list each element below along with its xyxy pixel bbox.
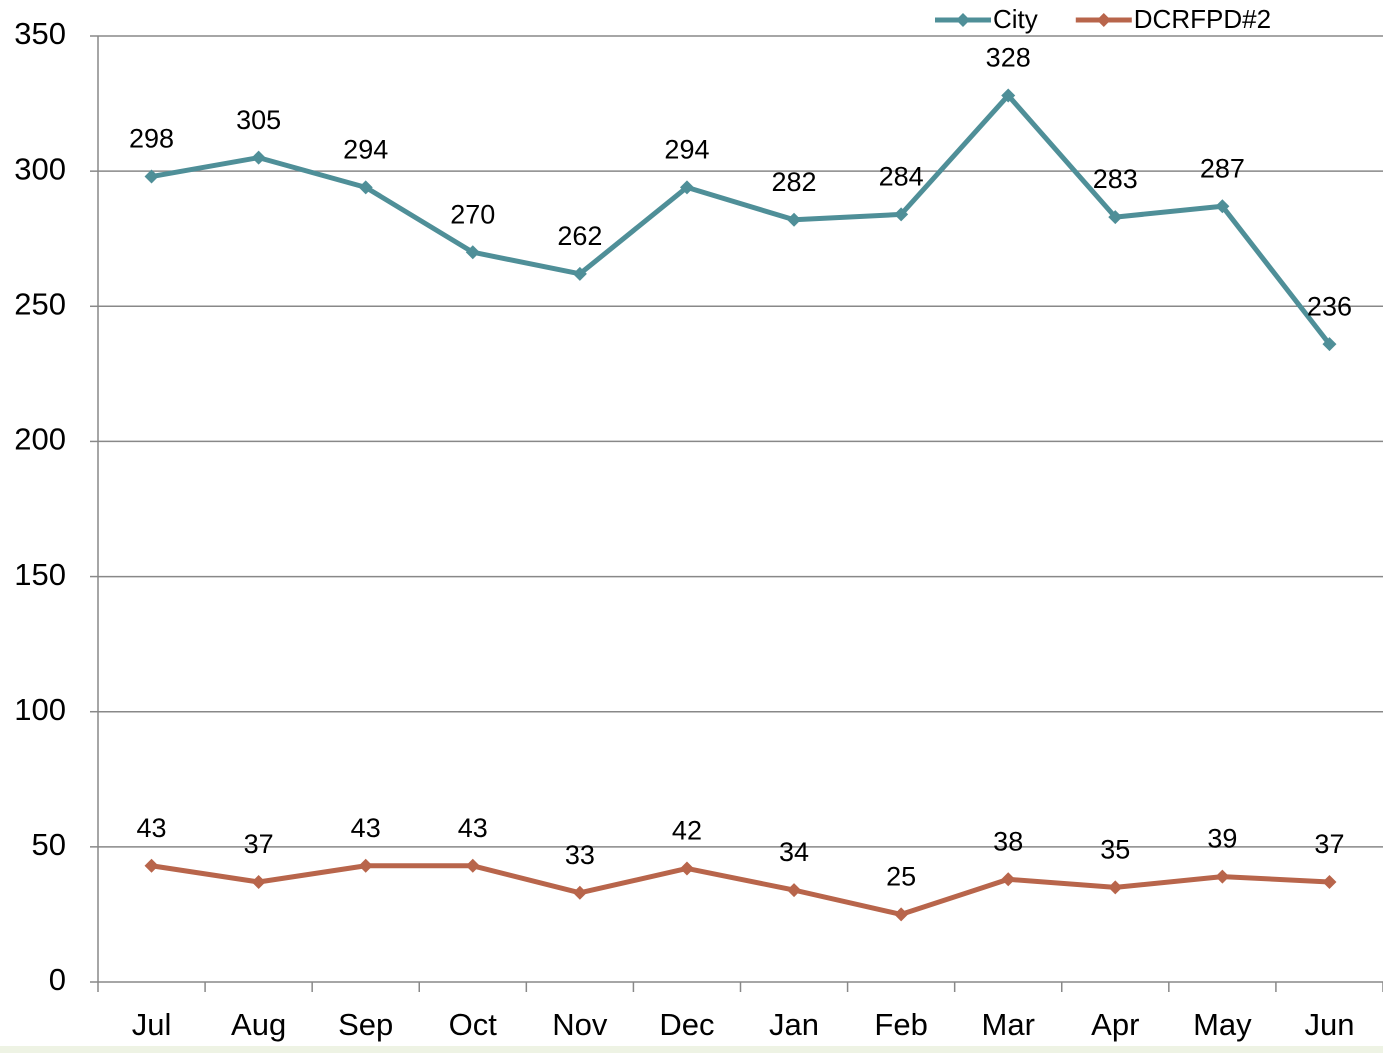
point-marker	[787, 212, 802, 227]
series-line	[151, 863, 1330, 917]
point-marker	[572, 885, 587, 900]
data-label: 43	[458, 813, 488, 843]
x-tick-label: Sep	[338, 1007, 393, 1042]
data-label: 37	[244, 829, 274, 859]
data-label: 287	[1200, 153, 1245, 183]
point-marker	[358, 858, 373, 873]
x-tick-label: Oct	[449, 1007, 498, 1042]
data-label: 262	[557, 221, 602, 251]
point-marker	[787, 883, 802, 898]
data-label: 282	[772, 167, 817, 197]
data-label: 25	[886, 862, 916, 892]
point-marker	[1001, 88, 1016, 103]
legend-marker	[1096, 13, 1111, 27]
y-tick-label: 150	[14, 557, 66, 592]
data-label: 33	[565, 840, 595, 870]
data-label: 37	[1314, 829, 1344, 859]
series-line	[151, 92, 1332, 346]
y-tick-label: 200	[14, 422, 66, 457]
y-tick-label: 250	[14, 286, 66, 321]
point-marker	[894, 907, 909, 922]
x-tick-label: Dec	[659, 1007, 714, 1042]
data-label: 34	[779, 837, 809, 867]
point-marker	[1001, 872, 1016, 887]
point-marker	[358, 180, 373, 195]
point-marker	[1108, 210, 1123, 225]
data-label: 39	[1207, 824, 1237, 854]
point-marker	[251, 150, 266, 165]
y-tick-label: 350	[14, 16, 66, 51]
data-label: 42	[672, 816, 702, 846]
point-marker	[1322, 337, 1337, 352]
y-tick-label: 50	[32, 827, 66, 862]
data-label: 236	[1307, 291, 1352, 321]
x-tick-label: Mar	[982, 1007, 1035, 1042]
x-tick-label: Aug	[231, 1007, 286, 1042]
data-label: 43	[351, 813, 381, 843]
point-marker	[679, 861, 694, 876]
x-tick-label: Jun	[1304, 1007, 1354, 1042]
y-tick-label: 100	[14, 692, 66, 727]
data-label: 294	[343, 134, 388, 164]
point-marker	[251, 874, 266, 889]
data-label: 283	[1093, 164, 1138, 194]
point-marker	[465, 858, 480, 873]
point-marker	[1322, 874, 1337, 889]
x-tick-label: Jan	[769, 1007, 819, 1042]
point-marker	[465, 245, 480, 260]
bottom-strip	[0, 1046, 1383, 1053]
x-tick-label: Feb	[874, 1007, 927, 1042]
data-label: 270	[450, 199, 495, 229]
point-marker	[572, 266, 587, 281]
x-tick-label: Jul	[132, 1007, 172, 1042]
point-marker	[1215, 869, 1230, 884]
legend-label: City	[993, 4, 1038, 34]
point-marker	[679, 180, 694, 195]
data-label: 35	[1100, 835, 1130, 865]
point-marker	[894, 207, 909, 222]
legend-marker	[956, 13, 970, 27]
data-label: 43	[137, 813, 167, 843]
point-marker	[1108, 880, 1123, 895]
point-marker	[1215, 199, 1230, 214]
point-marker	[144, 169, 159, 184]
x-tick-label: May	[1193, 1007, 1252, 1042]
point-marker	[144, 858, 159, 873]
data-label: 305	[236, 105, 281, 135]
data-label: 38	[993, 826, 1023, 856]
data-label: 284	[879, 162, 924, 192]
x-tick-label: Nov	[552, 1007, 608, 1042]
data-label: 328	[986, 43, 1031, 73]
y-tick-label: 0	[49, 962, 66, 997]
x-tick-label: Apr	[1091, 1007, 1139, 1042]
y-tick-label: 300	[14, 151, 66, 186]
data-label: 294	[664, 134, 709, 164]
legend-label: DCRFPD#2	[1134, 4, 1271, 34]
data-label: 298	[129, 124, 174, 154]
